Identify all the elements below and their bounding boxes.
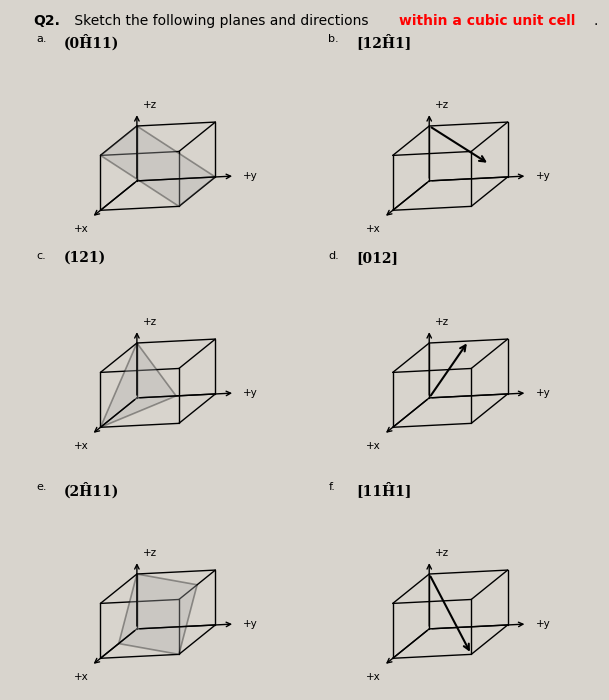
Text: +y: +y bbox=[536, 388, 551, 398]
Polygon shape bbox=[119, 574, 197, 655]
Text: +x: +x bbox=[366, 671, 381, 682]
Text: (2Ĥ11): (2Ĥ11) bbox=[64, 482, 119, 498]
Text: b.: b. bbox=[328, 34, 339, 44]
Polygon shape bbox=[100, 126, 216, 206]
Text: +y: +y bbox=[536, 171, 551, 181]
Text: f.: f. bbox=[328, 482, 335, 492]
Text: +z: +z bbox=[143, 317, 157, 328]
Text: +z: +z bbox=[143, 548, 157, 559]
Text: +y: +y bbox=[244, 619, 258, 629]
Text: +x: +x bbox=[74, 223, 88, 234]
Text: d.: d. bbox=[328, 251, 339, 261]
Text: +x: +x bbox=[366, 440, 381, 451]
Text: +z: +z bbox=[435, 100, 449, 111]
Polygon shape bbox=[100, 343, 176, 427]
Text: c.: c. bbox=[36, 251, 46, 261]
Text: +x: +x bbox=[74, 671, 88, 682]
Text: +x: +x bbox=[74, 440, 88, 451]
Text: [12Ĥ1]: [12Ĥ1] bbox=[356, 34, 412, 50]
Text: e.: e. bbox=[36, 482, 46, 492]
Text: within a cubic unit cell: within a cubic unit cell bbox=[399, 14, 576, 28]
Text: +z: +z bbox=[435, 317, 449, 328]
Text: a.: a. bbox=[36, 34, 46, 44]
Text: +y: +y bbox=[536, 619, 551, 629]
Text: +x: +x bbox=[366, 223, 381, 234]
Text: [012]: [012] bbox=[356, 251, 398, 265]
Text: +y: +y bbox=[244, 171, 258, 181]
Text: (0Ĥ11): (0Ĥ11) bbox=[64, 34, 119, 50]
Text: +z: +z bbox=[143, 100, 157, 111]
Text: .: . bbox=[594, 14, 598, 28]
Text: [11Ĥ1]: [11Ĥ1] bbox=[356, 482, 412, 498]
Text: +y: +y bbox=[244, 388, 258, 398]
Text: Sketch the following planes and directions: Sketch the following planes and directio… bbox=[70, 14, 373, 28]
Text: +z: +z bbox=[435, 548, 449, 559]
Text: Q2.: Q2. bbox=[33, 14, 60, 28]
Text: (121): (121) bbox=[64, 251, 107, 265]
